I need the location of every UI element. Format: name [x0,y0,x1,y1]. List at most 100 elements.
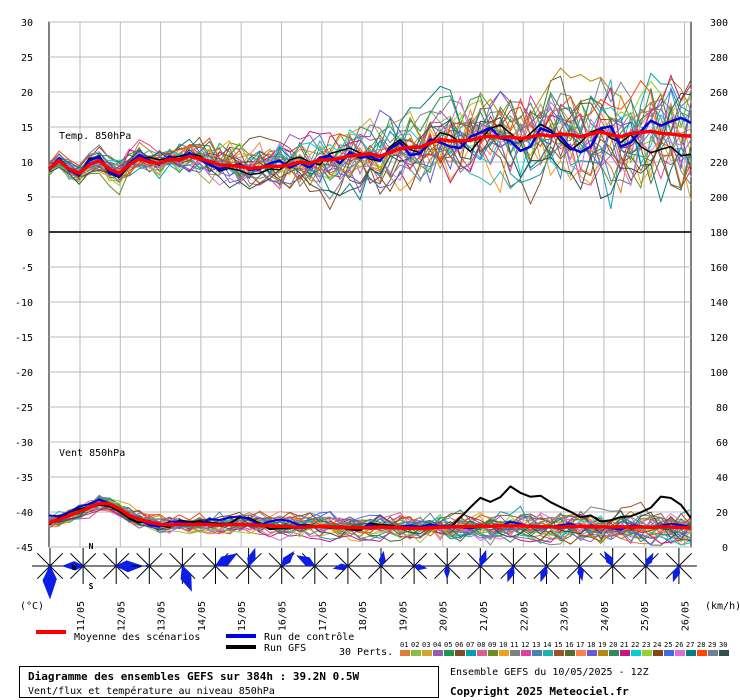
rose-spoke [645,565,659,580]
rose-spoke [665,552,680,567]
pert-swatch [477,650,487,656]
rose-petal [672,564,681,583]
rose-spoke [367,565,382,580]
rose-petal [507,564,515,583]
pert-number: 06 [455,641,463,649]
rose-spoke [612,565,626,580]
rose-spoke [103,552,117,567]
wind-rose [462,548,499,584]
rose-spoke [632,552,647,567]
pert-number: 17 [576,641,584,649]
rose-spoke [678,565,692,580]
wind-rose [594,548,631,584]
rose-spoke [70,552,84,567]
rose-spoke [347,565,361,580]
pert-swatch [620,650,630,656]
rose-spoke [136,552,150,567]
rose-spoke [367,552,382,567]
pert-number: 07 [466,641,474,649]
right-tick-label: 20 [716,508,728,519]
wind-rose [363,548,399,584]
left-tick-label: -35 [15,473,33,484]
rose-spoke [434,552,448,567]
compass-s: S [89,582,94,591]
rose-petal [42,564,57,600]
left-tick-label: -45 [15,543,33,554]
pert-swatch [576,650,586,656]
rose-spoke [70,565,84,580]
left-tick-label: -20 [15,368,33,379]
pert-swatch [433,650,443,656]
pert-swatch [664,650,674,656]
member-line [48,93,692,201]
pert-swatch [609,650,619,656]
pert-number: 03 [422,641,430,649]
left-tick-label: 0 [27,228,33,239]
pert-swatch [653,650,663,656]
pert-swatch [642,650,652,656]
pert-number: 27 [686,641,694,649]
wind-rose [230,547,267,584]
rose-spoke [169,565,183,580]
chart-title: Diagramme des ensembles GEFS sur 384h : … [28,670,360,683]
rose-petal [280,551,295,567]
member-line [48,92,692,200]
wind-rose [263,548,300,584]
rose-spoke [500,552,514,567]
rose-spoke [380,565,395,580]
pert-number: 05 [444,641,452,649]
pert-swatch [444,650,454,656]
left-unit: (°C) [20,601,44,612]
rose-spoke [401,552,415,567]
left-tick-label: -5 [21,263,33,274]
left-tick-label: -30 [15,438,33,449]
wind-rose [131,548,168,584]
right-tick-label: 260 [710,88,728,99]
date-label: 20/05 [439,601,450,631]
pert-number: 09 [488,641,496,649]
rose-spoke [401,565,415,580]
pert-swatch [532,650,542,656]
date-label: 25/05 [640,601,651,631]
rose-petal [645,552,654,567]
rose-spoke [566,552,580,567]
left-tick-label: 10 [21,158,33,169]
run-info: Ensemble GEFS du 10/05/2025 - 12Z [450,667,649,678]
pert-swatch [422,650,432,656]
right-tick-label: 100 [710,368,728,379]
right-tick-label: 240 [710,123,728,134]
compass-w: W [72,563,77,572]
pert-number: 12 [521,641,529,649]
temp-panel-label: Temp. 850hPa [59,131,131,142]
rose-spoke [136,565,150,580]
left-tick-label: 15 [21,123,33,134]
date-label: 18/05 [358,601,369,631]
pert-swatch [543,650,553,656]
pert-number: 13 [532,641,540,649]
right-tick-label: 60 [716,438,728,449]
date-label: 14/05 [197,601,208,631]
rose-spoke [115,565,130,580]
pert-swatch [587,650,597,656]
pert-swatch [686,650,696,656]
pert-number: 08 [477,641,485,649]
rose-spoke [115,552,130,567]
rose-spoke [546,552,560,567]
rose-spoke [467,565,481,580]
pert-number: 22 [631,641,639,649]
rose-spoke [314,552,328,567]
right-tick-label: 120 [710,333,728,344]
wind-rose [429,548,466,584]
rose-petal [247,547,256,568]
pert-swatch [455,650,465,656]
rose-spoke [314,565,328,580]
rose-spoke [215,565,229,580]
rose-petal [540,564,548,583]
date-label: 22/05 [519,601,530,631]
date-label: 13/05 [157,601,168,631]
rose-petal [412,563,428,571]
pert-number: 23 [642,641,650,649]
legend-gfs-label: Run GFS [264,643,306,654]
rose-petal [143,564,151,568]
